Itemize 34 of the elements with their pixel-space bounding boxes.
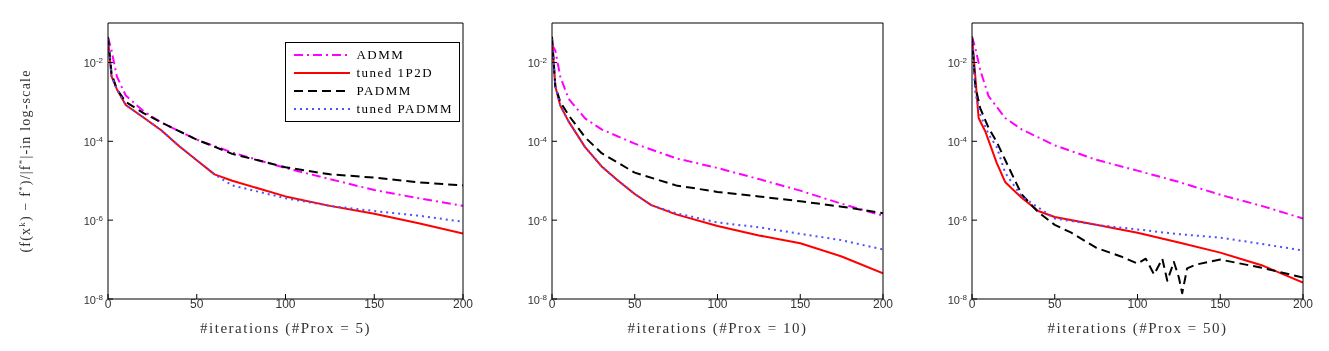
y-tick-label: 10$^{-6}$ xyxy=(527,213,548,228)
x-tick-label: 150 xyxy=(364,297,385,311)
x-tick-label: 150 xyxy=(1210,297,1231,311)
x-tick-label: 50 xyxy=(1048,297,1062,311)
y-tick-label: 10$^{-2}$ xyxy=(947,55,968,70)
x-tick-label: 200 xyxy=(872,297,894,311)
y-tick-label: 10$^{-2}$ xyxy=(527,55,548,70)
legend-label: tuned PADMM xyxy=(356,101,453,117)
x-tick-label: 0 xyxy=(968,297,976,311)
legend-label: tuned 1P2D xyxy=(356,65,434,81)
x-tick-label: 200 xyxy=(452,297,474,311)
x-tick-label: 150 xyxy=(790,297,811,311)
x-tick-label: 100 xyxy=(707,297,728,311)
x-tick-label: 0 xyxy=(104,297,112,311)
y-tick-label: 10$^{-2}$ xyxy=(83,55,104,70)
x-tick-label: 50 xyxy=(628,297,642,311)
x-tick-label: 100 xyxy=(1127,297,1148,311)
legend-label: ADMM xyxy=(356,47,405,63)
legend-label: PADMM xyxy=(356,83,412,99)
y-tick-label: 10$^{-4}$ xyxy=(947,134,968,149)
x-tick-label: 200 xyxy=(1292,297,1314,311)
y-tick-label: 10$^{-4}$ xyxy=(83,134,104,149)
x-axis-title: #iterations (#Prox = 50) xyxy=(1047,320,1228,337)
y-tick-label: 10$^{-6}$ xyxy=(83,213,104,228)
y-tick-label: 10$^{-8}$ xyxy=(527,292,548,306)
x-tick-label: 100 xyxy=(275,297,296,311)
x-tick-label: 0 xyxy=(548,297,556,311)
x-axis-title: #iterations (#Prox = 5) xyxy=(200,320,371,337)
y-tick-label: 10$^{-4}$ xyxy=(527,134,548,149)
x-axis-title: #iterations (#Prox = 10) xyxy=(627,320,808,337)
x-tick-label: 50 xyxy=(190,297,204,311)
y-tick-label: 10$^{-6}$ xyxy=(947,213,968,228)
y-tick-label: 10$^{-8}$ xyxy=(947,292,968,306)
y-tick-label: 10$^{-8}$ xyxy=(83,292,104,306)
